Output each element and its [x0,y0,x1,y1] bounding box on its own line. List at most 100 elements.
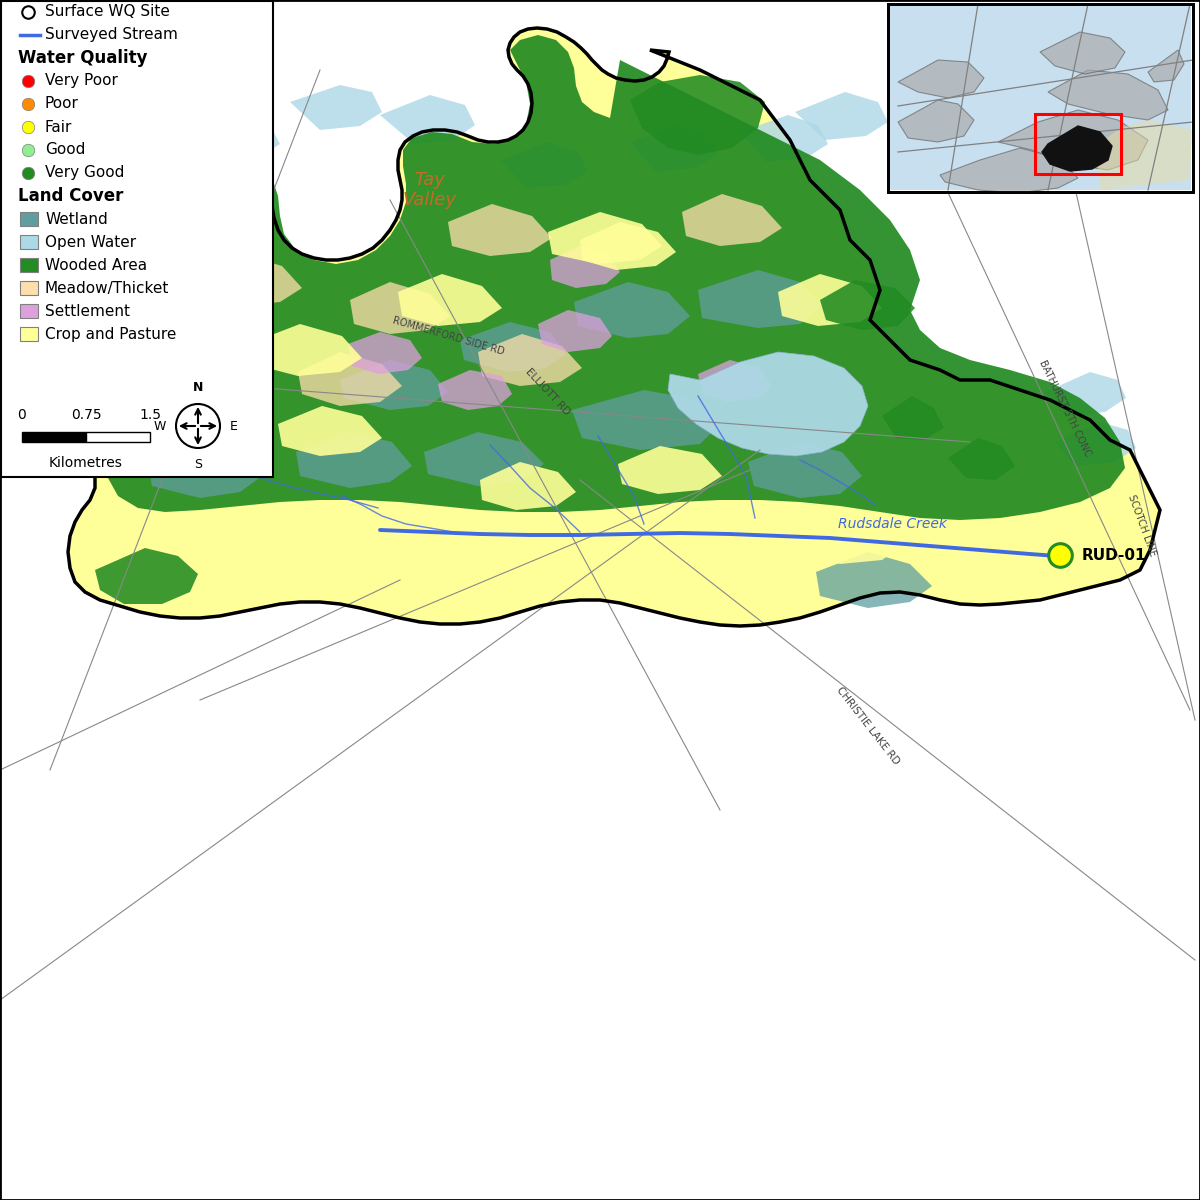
Polygon shape [630,125,718,172]
Bar [20,304,38,318]
Text: E: E [230,420,238,432]
Polygon shape [940,148,1078,193]
Text: Wooded Area: Wooded Area [46,258,148,272]
Polygon shape [95,548,198,604]
Text: 0: 0 [18,408,26,422]
Polygon shape [80,222,175,268]
Polygon shape [778,274,882,326]
Polygon shape [890,122,982,170]
Polygon shape [194,118,280,160]
Polygon shape [380,95,475,144]
Polygon shape [1098,120,1192,190]
FancyBboxPatch shape [1,1,274,476]
Polygon shape [448,204,552,256]
Polygon shape [948,438,1015,480]
Polygon shape [816,552,932,608]
Text: Fair: Fair [46,120,72,134]
Polygon shape [698,270,822,328]
Text: ELLIOTT RD: ELLIOTT RD [524,367,572,418]
Bar [20,281,38,295]
Polygon shape [1045,372,1126,416]
Bar [22,432,86,442]
Text: RUD-01: RUD-01 [1082,547,1146,563]
Polygon shape [298,352,402,406]
Polygon shape [398,274,502,326]
Polygon shape [290,85,382,130]
Text: Water Quality: Water Quality [18,49,148,67]
Polygon shape [28,372,122,422]
Text: 0.75: 0.75 [71,408,101,422]
Bar [86,432,150,442]
Polygon shape [460,322,566,372]
Polygon shape [630,74,766,155]
Polygon shape [8,272,102,318]
Polygon shape [48,322,142,372]
Text: Meadow/Thicket: Meadow/Thicket [46,281,169,295]
Polygon shape [698,360,772,402]
Text: SCOTCH LINE: SCOTCH LINE [1127,493,1158,557]
Polygon shape [478,334,582,386]
Polygon shape [108,35,1126,520]
Polygon shape [1048,70,1168,120]
Text: Good: Good [46,143,85,157]
Polygon shape [1040,32,1126,74]
Polygon shape [882,396,944,440]
Polygon shape [796,92,888,140]
Polygon shape [538,310,612,352]
Polygon shape [580,222,676,270]
Polygon shape [998,110,1148,170]
Polygon shape [898,100,974,142]
Polygon shape [548,212,662,264]
Text: BATHURST 5TH CONC: BATHURST 5TH CONC [1037,358,1093,458]
Polygon shape [480,462,576,510]
Polygon shape [158,394,252,442]
Text: Settlement: Settlement [46,304,130,318]
Polygon shape [748,442,862,498]
Polygon shape [198,254,302,306]
Polygon shape [550,246,620,288]
Text: N: N [193,382,203,394]
Circle shape [176,404,220,448]
Polygon shape [500,142,588,188]
Text: Surface WQ Site: Surface WQ Site [46,5,170,19]
Polygon shape [668,352,868,456]
Polygon shape [574,282,690,338]
Text: Rudsdale Creek: Rudsdale Creek [838,517,947,530]
Polygon shape [148,442,262,498]
Polygon shape [798,514,902,564]
Polygon shape [898,60,984,98]
Polygon shape [1148,50,1184,82]
Polygon shape [43,28,1160,626]
Polygon shape [438,370,512,410]
Polygon shape [572,390,722,450]
Bar [890,6,1190,190]
Bar [20,212,38,226]
Bar [888,4,1193,192]
Text: Land Cover: Land Cover [18,187,124,205]
Polygon shape [682,194,782,246]
Bar [888,4,1193,192]
Text: Kilometres: Kilometres [49,456,122,470]
Polygon shape [1055,422,1136,466]
Polygon shape [296,432,412,488]
Text: Tay
Valley: Tay Valley [403,170,457,209]
Bar [1034,114,1121,174]
Polygon shape [424,432,544,486]
Text: Crop and Pasture: Crop and Pasture [46,326,176,342]
Polygon shape [348,332,422,374]
Polygon shape [820,280,916,330]
FancyBboxPatch shape [22,380,55,406]
Text: Wetland: Wetland [46,211,108,227]
Bar [20,258,38,272]
Text: Very Good: Very Good [46,166,125,180]
Text: OLD BROOKE RD: OLD BROOKE RD [98,192,138,272]
Text: Poor: Poor [46,96,79,112]
Text: CHRISTIE LAKE RD: CHRISTIE LAKE RD [835,685,901,767]
Text: W: W [154,420,166,432]
Polygon shape [618,446,722,494]
Text: 1.5: 1.5 [139,408,161,422]
Polygon shape [350,282,450,334]
Text: 7: 7 [34,386,42,400]
Polygon shape [0,330,62,374]
Polygon shape [1042,126,1112,170]
